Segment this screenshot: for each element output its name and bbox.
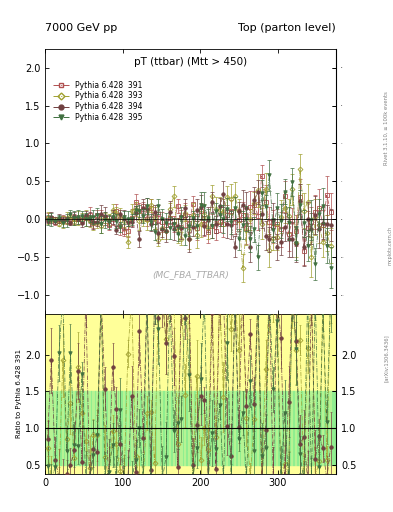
Bar [241,314,244,474]
Text: Top (parton level): Top (parton level) [238,23,336,33]
Bar [268,314,270,474]
Bar [249,314,252,474]
Bar [325,314,328,474]
Bar [280,314,282,474]
Bar [245,314,248,474]
Bar [62,314,64,474]
Bar [322,314,324,474]
Text: Rivet 3.1.10, ≥ 100k events: Rivet 3.1.10, ≥ 100k events [384,91,388,165]
Bar [66,314,68,474]
Bar [257,314,259,474]
Bar [73,314,75,474]
Bar [46,314,49,474]
Bar [45,391,336,465]
Bar [153,314,156,474]
Bar [196,314,198,474]
Bar [318,314,320,474]
Bar [119,314,121,474]
Bar [96,314,98,474]
Text: pT (ttbar) (Mtt > 450): pT (ttbar) (Mtt > 450) [134,57,247,67]
Legend: Pythia 6.428  391, Pythia 6.428  393, Pythia 6.428  394, Pythia 6.428  395: Pythia 6.428 391, Pythia 6.428 393, Pyth… [52,79,144,124]
Bar [92,314,95,474]
Bar [226,314,228,474]
Bar [299,314,301,474]
Bar [303,314,305,474]
Bar [261,314,263,474]
Text: [arXiv:1306.3436]: [arXiv:1306.3436] [384,334,388,382]
Bar [238,314,240,474]
Text: (MC_FBA_TTBAR): (MC_FBA_TTBAR) [152,270,229,279]
Bar [291,314,294,474]
Text: 7000 GeV pp: 7000 GeV pp [45,23,118,33]
Bar [165,314,167,474]
Bar [161,314,163,474]
Bar [58,314,60,474]
Bar [188,314,190,474]
Bar [115,314,118,474]
Bar [283,314,286,474]
Bar [211,314,213,474]
Bar [207,314,209,474]
Bar [272,314,274,474]
Bar [329,314,332,474]
Bar [199,314,202,474]
Text: mcplots.cern.ch: mcplots.cern.ch [388,226,393,265]
Bar [173,314,175,474]
Bar [176,314,179,474]
Bar [314,314,316,474]
Bar [45,314,336,391]
Bar [50,314,53,474]
Bar [192,314,194,474]
Bar [130,314,133,474]
Bar [108,314,110,474]
Bar [253,314,255,474]
Bar [222,314,225,474]
Bar [45,465,336,474]
Bar [104,314,106,474]
Bar [81,314,83,474]
Bar [134,314,137,474]
Bar [287,314,290,474]
Bar [54,314,56,474]
Bar [146,314,148,474]
Bar [215,314,217,474]
Bar [203,314,206,474]
Bar [276,314,278,474]
Bar [234,314,236,474]
Bar [264,314,267,474]
Bar [69,314,72,474]
Bar [184,314,186,474]
Bar [169,314,171,474]
Bar [142,314,144,474]
Bar [77,314,79,474]
Bar [127,314,129,474]
Bar [123,314,125,474]
Bar [180,314,183,474]
Bar [295,314,298,474]
Bar [100,314,102,474]
Bar [150,314,152,474]
Bar [157,314,160,474]
Bar [310,314,312,474]
Y-axis label: Ratio to Pythia 6.428 391: Ratio to Pythia 6.428 391 [16,349,22,438]
Bar [230,314,232,474]
Bar [307,314,309,474]
Bar [111,314,114,474]
Bar [219,314,221,474]
Bar [88,314,91,474]
Bar [84,314,87,474]
Bar [138,314,140,474]
